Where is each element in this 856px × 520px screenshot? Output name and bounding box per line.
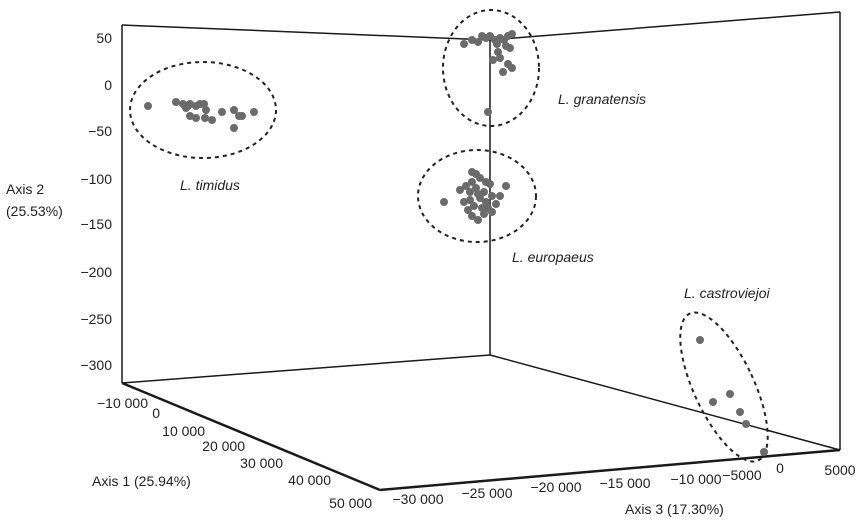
axis3-tick-label: −15 000 — [600, 475, 651, 491]
floor-back-left-edge — [121, 354, 491, 384]
point-europaeus — [468, 212, 476, 220]
axis3-line — [379, 448, 841, 492]
axis3-tick-label: −20 000 — [531, 479, 582, 495]
point-timidus — [238, 112, 246, 120]
axis2-tick-label: −300 — [80, 357, 112, 373]
point-timidus — [201, 114, 209, 122]
point-granatensis — [508, 30, 516, 38]
species-label-europaeus: L. europaeus — [512, 249, 594, 265]
point-castroviejoi — [709, 398, 717, 406]
axis2-tick-label: 0 — [104, 77, 112, 93]
axis1-title: Axis 1 (25.94%) — [92, 473, 191, 489]
axis1-tick-label: 20 000 — [202, 438, 245, 454]
axis-titles: Axis 2 (25.53%) Axis 1 (25.94%) Axis 3 (… — [6, 181, 724, 517]
point-europaeus — [466, 196, 474, 204]
group-ellipses — [129, 9, 769, 463]
axis1-tick-label: −10 000 — [97, 395, 148, 411]
axis2-tick-label: −150 — [80, 216, 112, 232]
point-europaeus — [496, 192, 504, 200]
point-europaeus — [482, 198, 490, 206]
axis1-tick-label: 0 — [152, 405, 160, 421]
point-castroviejoi — [760, 448, 768, 456]
point-europaeus — [464, 206, 472, 214]
point-europaeus — [474, 190, 482, 198]
axes-frame — [121, 11, 841, 492]
ellipse-timidus — [129, 61, 277, 159]
point-castroviejoi — [696, 336, 704, 344]
species-labels: L. timidus L. granatensis L. europaeus L… — [180, 91, 770, 301]
point-europaeus — [440, 198, 448, 206]
point-castroviejoi — [742, 420, 750, 428]
ellipse-granatensis — [442, 9, 540, 127]
axis1-tick-label: 30 000 — [240, 455, 283, 471]
point-granatensis — [460, 40, 468, 48]
axis2-tick-label: −200 — [80, 264, 112, 280]
point-europaeus — [492, 200, 500, 208]
axis3-tick-label: 0 — [776, 460, 784, 476]
point-granatensis — [508, 64, 516, 72]
point-europaeus — [486, 180, 494, 188]
point-timidus — [192, 114, 200, 122]
back-top-edge — [121, 24, 491, 41]
axis3-title: Axis 3 (17.30%) — [625, 501, 724, 517]
point-europaeus — [474, 216, 482, 224]
data-points — [144, 30, 768, 456]
axis2-title-line2: (25.53%) — [6, 203, 63, 219]
axis2-tick-label: 50 — [96, 30, 112, 46]
ellipse-castroviejoi — [679, 311, 769, 463]
axis3-tick-label: −5000 — [722, 467, 762, 483]
axis3-tick-label: −10 000 — [671, 471, 722, 487]
point-timidus — [208, 116, 216, 124]
point-granatensis — [489, 56, 497, 64]
point-castroviejoi — [736, 408, 744, 416]
species-label-timidus: L. timidus — [180, 177, 240, 193]
point-granatensis — [499, 68, 507, 76]
axis1-line — [121, 381, 381, 492]
axis1-tick-label: 10 000 — [162, 423, 205, 439]
point-timidus — [218, 108, 226, 116]
axis3-tick-label: −30 000 — [393, 491, 444, 507]
species-label-castroviejoi: L. castroviejoi — [684, 285, 770, 301]
point-europaeus — [470, 202, 478, 210]
axis2-title-line1: Axis 2 — [6, 181, 44, 197]
point-granatensis — [474, 38, 482, 46]
point-timidus — [230, 106, 238, 114]
point-europaeus — [456, 186, 464, 194]
point-castroviejoi — [726, 390, 734, 398]
point-europaeus — [476, 174, 484, 182]
point-granatensis — [506, 44, 514, 52]
axis3-tick-label: 5000 — [824, 462, 855, 478]
point-granatensis — [493, 40, 501, 48]
point-timidus — [250, 108, 258, 116]
point-timidus — [144, 102, 152, 110]
axis2-tick-label: −250 — [80, 311, 112, 327]
axis2-tick-label: −100 — [80, 171, 112, 187]
point-europaeus — [488, 192, 496, 200]
point-timidus — [202, 106, 210, 114]
floor-back-right-edge — [489, 354, 841, 451]
point-europaeus — [488, 208, 496, 216]
top-right-edge — [489, 11, 841, 41]
point-granatensis — [496, 54, 504, 62]
axis1-tick-label: 40 000 — [288, 472, 331, 488]
point-europaeus — [502, 182, 510, 190]
point-timidus — [172, 98, 180, 106]
axis3-tick-label: −25 000 — [462, 485, 513, 501]
point-europaeus — [478, 204, 486, 212]
axis1-tick-label: 50 000 — [329, 495, 372, 511]
point-europaeus — [462, 182, 470, 190]
point-europaeus — [466, 188, 474, 196]
axis2-tick-label: −50 — [88, 123, 112, 139]
point-europaeus — [468, 178, 476, 186]
point-granatensis — [484, 108, 492, 116]
ellipse-europaeus — [417, 149, 537, 243]
species-label-granatensis: L. granatensis — [558, 91, 646, 107]
point-timidus — [230, 124, 238, 132]
